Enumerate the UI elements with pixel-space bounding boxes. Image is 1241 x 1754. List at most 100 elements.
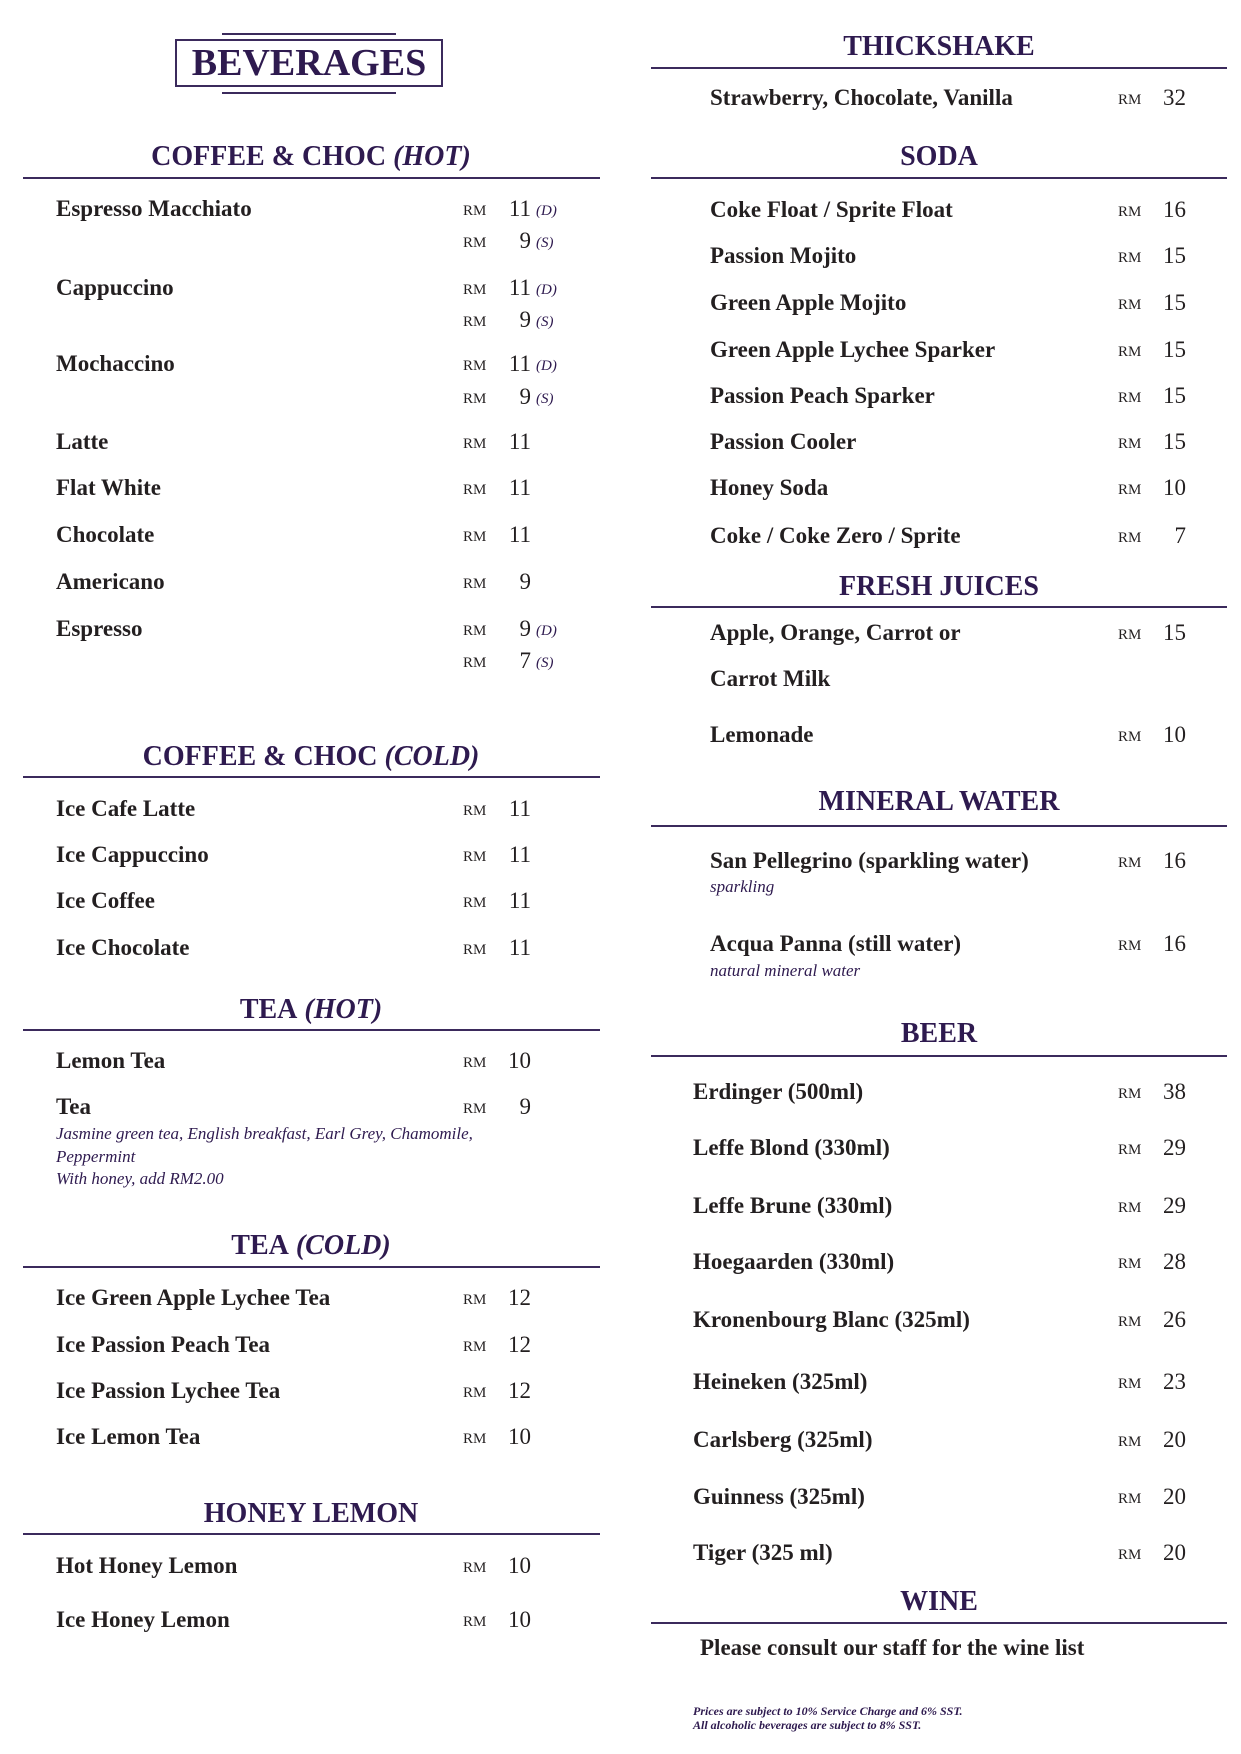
currency-label: RM <box>463 623 487 639</box>
item-price: 29 <box>1163 1135 1186 1160</box>
currency-label: RM <box>463 1101 487 1117</box>
size-label: (S) <box>536 235 554 251</box>
currency-label: RM <box>463 282 487 298</box>
currency-label: RM <box>1118 1491 1142 1507</box>
section-title-suffix: (HOT) <box>297 994 383 1025</box>
section-heading: TEA (COLD) <box>31 1230 591 1262</box>
item-name: Apple, Orange, Carrot or <box>710 620 961 645</box>
currency-label: RM <box>1118 1200 1142 1216</box>
currency-label: RM <box>1118 530 1142 546</box>
section-title: TEA <box>231 1230 289 1261</box>
section-title: BEER <box>900 1018 978 1049</box>
section-rule <box>651 606 1227 608</box>
section-title: FRESH JUICES <box>839 571 1039 602</box>
item-price: 9 <box>519 569 532 594</box>
item-price: 10 <box>508 1607 531 1632</box>
item-name: Erdinger (500ml) <box>693 1079 864 1104</box>
item-name: Strawberry, Chocolate, Vanilla <box>710 85 1013 110</box>
size-label: (S) <box>536 391 554 407</box>
currency-label: RM <box>463 895 487 911</box>
section-title-suffix: (HOT) <box>386 141 471 172</box>
item-description: With honey, add RM2.00 <box>56 1169 224 1188</box>
section-rule <box>651 67 1227 69</box>
currency-label: RM <box>1118 1314 1142 1330</box>
item-name: Heineken (325ml) <box>693 1369 868 1394</box>
item-price: 20 <box>1163 1540 1186 1565</box>
item-price: 11 <box>508 888 531 913</box>
section-title: TEA <box>239 994 298 1025</box>
section-heading: MINERAL WATER <box>659 786 1219 818</box>
currency-label: RM <box>463 1431 487 1447</box>
item-price: 12 <box>508 1332 531 1357</box>
currency-label: RM <box>463 655 487 671</box>
section-title: HONEY LEMON <box>203 1498 419 1529</box>
section-rule <box>651 177 1227 179</box>
section-title: COFFEE & CHOC <box>151 141 387 172</box>
section-rule <box>651 1622 1227 1624</box>
currency-label: RM <box>463 803 487 819</box>
section-title-suffix: (COLD) <box>288 1230 391 1261</box>
currency-label: RM <box>463 1055 487 1071</box>
currency-label: RM <box>463 1292 487 1308</box>
section-heading: TEA (HOT) <box>31 994 591 1026</box>
item-price: 11 <box>508 196 531 221</box>
currency-label: RM <box>463 436 487 452</box>
page-title: BEVERAGES <box>175 39 443 87</box>
item-name: Carlsberg (325ml) <box>693 1427 873 1452</box>
item-name: Ice Passion Peach Tea <box>56 1332 271 1357</box>
item-price: 11 <box>508 275 531 300</box>
item-price: 15 <box>1163 620 1186 645</box>
section-title-suffix: (COLD) <box>377 741 480 772</box>
item-name: Honey Soda <box>710 475 829 500</box>
size-label: (D) <box>536 623 557 639</box>
currency-label: RM <box>1118 1547 1142 1563</box>
item-name: Kronenbourg Blanc (325ml) <box>693 1307 970 1332</box>
item-price: 11 <box>508 351 531 376</box>
item-price: 15 <box>1163 243 1186 268</box>
size-label: (S) <box>536 314 554 330</box>
currency-label: RM <box>1118 92 1142 108</box>
currency-label: RM <box>463 576 487 592</box>
currency-label: RM <box>1118 855 1142 871</box>
item-name: Leffe Brune (330ml) <box>693 1193 893 1218</box>
item-price: 11 <box>508 935 531 960</box>
currency-label: RM <box>1118 627 1142 643</box>
footer-note-2: All alcoholic beverages are subject to 8… <box>693 1718 922 1732</box>
item-price: 9 <box>519 384 532 409</box>
currency-label: RM <box>463 391 487 407</box>
item-price: 11 <box>508 475 531 500</box>
currency-label: RM <box>1118 204 1142 220</box>
item-name: Lemon Tea <box>56 1048 166 1073</box>
item-price: 20 <box>1163 1484 1186 1509</box>
currency-label: RM <box>1118 297 1142 313</box>
item-price: 7 <box>1174 523 1187 548</box>
item-name: Acqua Panna (still water) <box>710 931 962 956</box>
item-name: Americano <box>56 569 165 594</box>
item-name: Espresso <box>56 616 143 641</box>
section-rule <box>23 1533 600 1535</box>
size-label: (D) <box>536 358 557 374</box>
item-price: 15 <box>1163 337 1186 362</box>
currency-label: RM <box>463 235 487 251</box>
section-title: WINE <box>900 1586 978 1617</box>
item-price: 32 <box>1163 85 1186 110</box>
currency-label: RM <box>463 203 487 219</box>
currency-label: RM <box>1118 1142 1142 1158</box>
item-name: Ice Lemon Tea <box>56 1424 201 1449</box>
item-name: Cappuccino <box>56 275 174 300</box>
item-name: Hot Honey Lemon <box>56 1553 238 1578</box>
item-name: Ice Cappuccino <box>56 842 209 867</box>
section-title: COFFEE & CHOC <box>142 741 378 772</box>
item-price: 16 <box>1163 848 1186 873</box>
size-label: (D) <box>536 282 557 298</box>
wine-note: Please consult our staff for the wine li… <box>700 1635 1085 1660</box>
size-label: (S) <box>536 655 554 671</box>
item-name: Coke Float / Sprite Float <box>710 197 953 222</box>
section-heading: HONEY LEMON <box>31 1498 591 1530</box>
item-name: Mochaccino <box>56 351 175 376</box>
item-name: Passion Cooler <box>710 429 857 454</box>
currency-label: RM <box>1118 436 1142 452</box>
currency-label: RM <box>463 1560 487 1576</box>
item-name: Ice Cafe Latte <box>56 796 196 821</box>
item-name: Tiger (325 ml) <box>693 1540 833 1565</box>
